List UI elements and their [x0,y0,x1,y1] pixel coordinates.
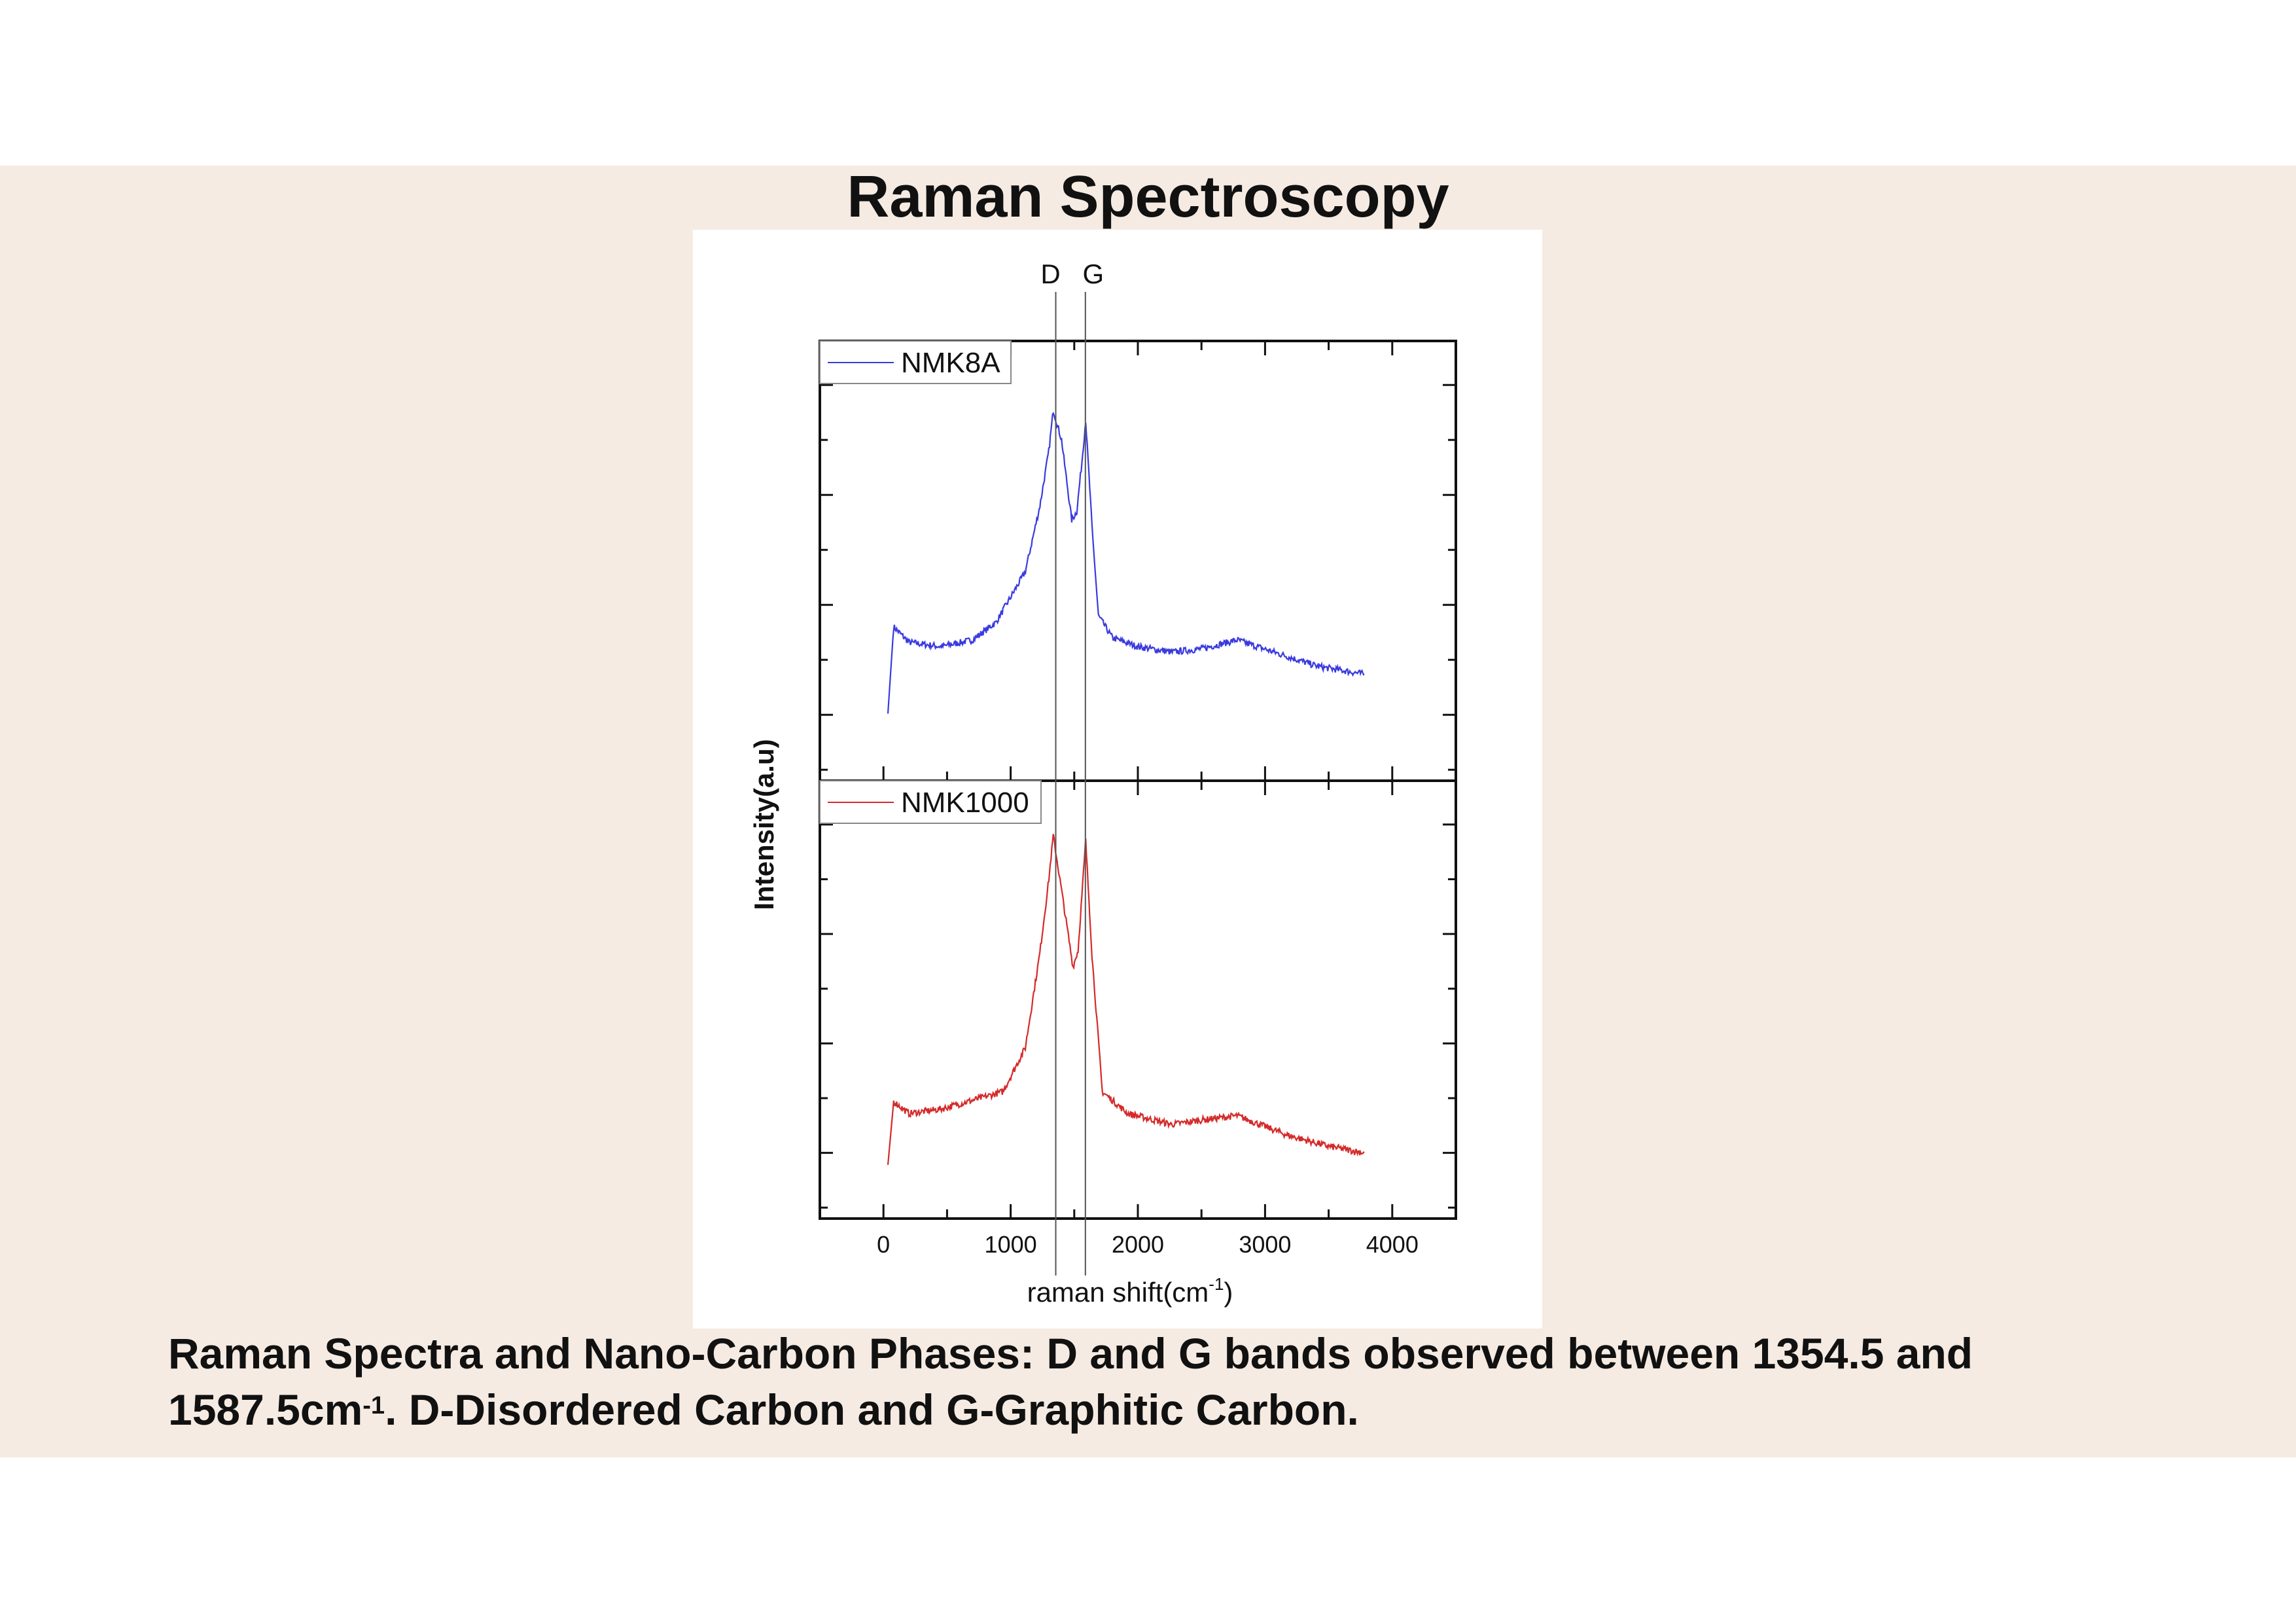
x-tick-label: 3000 [1239,1231,1291,1258]
caption-sup: -1 [362,1392,385,1419]
x-tick-label: 2000 [1112,1231,1164,1258]
spectra [887,412,1365,1166]
x-tick-label: 0 [877,1231,890,1258]
x-axis-label-text: raman shift(cm [1027,1277,1209,1308]
x-tick-labels: 0 1000 2000 3000 4000 [877,1231,1419,1258]
y-axis-label: Intensity(a.u) [749,739,779,910]
spectrum-line-nmk1000 [887,834,1365,1166]
legend-nmk8a: NMK8A [819,340,1012,384]
caption-text: 1587.5cm [168,1385,363,1434]
x-tick-label: 1000 [985,1231,1037,1258]
marker-label-d: D [1040,259,1060,289]
legend-label: NMK1000 [901,787,1029,819]
caption-line-1: Raman Spectra and Nano-Carbon Phases: D … [168,1329,1973,1378]
slide-title: Raman Spectroscopy [847,164,1449,230]
spectrum-line-nmk8a [887,412,1365,714]
marker-label-g: G [1082,259,1104,289]
x-axis-label-sup: -1 [1209,1274,1224,1294]
x-axis-label: raman shift(cm-1) [1027,1274,1233,1308]
x-axis-label-end: ) [1224,1277,1233,1308]
caption-line-2: 1587.5cm-1. D-Disordered Carbon and G-Gr… [168,1382,2197,1438]
caption-text-end: . D-Disordered Carbon and G-Graphitic Ca… [385,1385,1359,1434]
legend-label: NMK8A [901,347,1000,379]
slide-caption: Raman Spectra and Nano-Carbon Phases: D … [168,1325,2197,1438]
x-tick-label: 4000 [1366,1231,1419,1258]
legend-nmk1000: NMK1000 [819,780,1042,824]
